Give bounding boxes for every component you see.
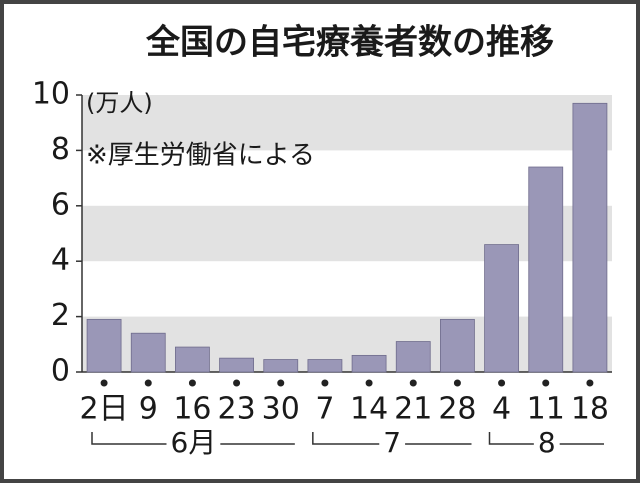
y-tick-label: 10 <box>32 77 70 112</box>
bar <box>263 359 299 373</box>
group-bracket <box>312 432 472 445</box>
group-label: 7 <box>383 426 401 459</box>
bar <box>484 244 519 373</box>
group-bracket <box>488 432 604 445</box>
group-label: 8 <box>538 426 556 459</box>
x-tick-label: 7 <box>315 392 334 427</box>
tick-dot <box>542 379 550 387</box>
grid-band <box>82 95 612 151</box>
group-label: 6月 <box>171 426 217 459</box>
x-tick-label: 11 <box>527 392 565 427</box>
tick-dot <box>233 379 241 387</box>
tick-dot <box>365 379 373 387</box>
annotation: (万人) <box>86 89 153 117</box>
bar <box>395 341 431 373</box>
tick-dot <box>409 379 417 387</box>
y-tick-label: 4 <box>51 243 70 278</box>
x-tick-label: 2日 <box>80 392 129 427</box>
x-tick-label: 16 <box>173 392 211 427</box>
x-tick-label: 9 <box>139 392 158 427</box>
y-tick-label: 2 <box>51 298 70 333</box>
tick-dot <box>100 379 108 387</box>
tick-dot <box>453 379 461 387</box>
x-tick-label: 14 <box>350 392 388 427</box>
bar <box>307 359 343 373</box>
bar <box>351 354 387 373</box>
x-tick-label: 4 <box>492 392 511 427</box>
x-tick-label: 28 <box>438 392 476 427</box>
bar <box>175 346 210 373</box>
y-tick-label: 6 <box>51 187 70 222</box>
bar <box>219 357 254 373</box>
tick-dot <box>498 379 506 387</box>
y-tick-label: 8 <box>51 132 70 167</box>
tick-dot <box>188 379 196 387</box>
bar <box>528 166 564 373</box>
x-tick-label: 21 <box>394 392 432 427</box>
grid-band <box>82 205 612 262</box>
bar <box>86 318 122 373</box>
y-tick-label: 0 <box>51 354 70 389</box>
bar <box>572 102 608 373</box>
tick-dot <box>321 379 329 387</box>
x-tick-label: 30 <box>262 392 300 427</box>
bar <box>130 332 166 373</box>
x-tick-label: 18 <box>571 392 609 427</box>
tick-dot <box>277 379 285 387</box>
chart-title: 全国の自宅療養者数の推移 <box>145 23 554 63</box>
grid-band <box>82 316 612 372</box>
x-tick-label: 23 <box>217 392 255 427</box>
tick-dot <box>586 379 594 387</box>
annotation: ※厚生労働省による <box>86 141 315 171</box>
bar <box>440 318 475 373</box>
tick-dot <box>144 379 152 387</box>
group-bracket <box>91 432 295 445</box>
